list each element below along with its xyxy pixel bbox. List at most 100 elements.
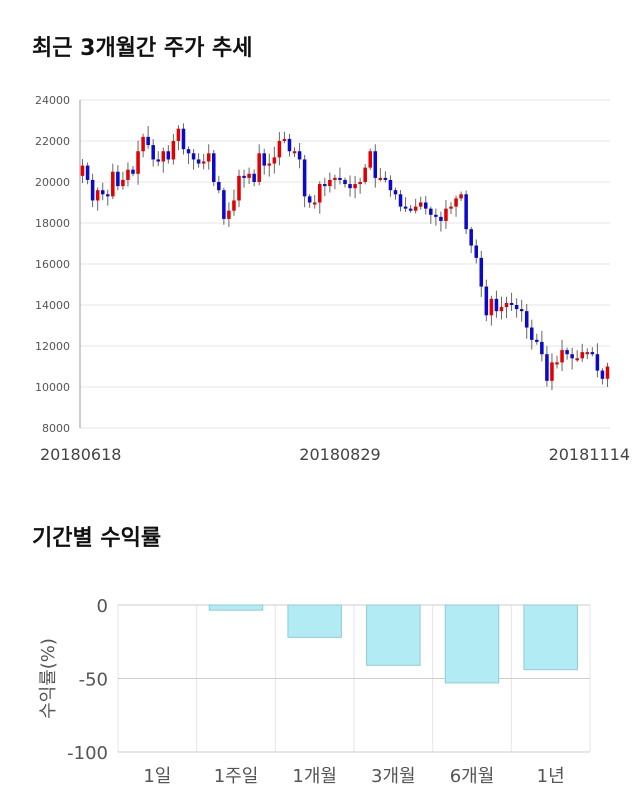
candle-body [141,136,145,152]
candle-body [126,169,130,180]
candle-body [267,163,272,166]
y-tick-label: 12000 [35,340,70,353]
candle-body [116,171,120,187]
candle-body [363,167,367,182]
candle-body [484,286,489,316]
bar [208,604,264,611]
candle-body [328,179,332,187]
candle-body [272,157,277,164]
candle-body [550,362,554,381]
candle-body [499,307,504,312]
candle-body [413,206,418,211]
candle-body [95,190,100,201]
candle-body [85,165,90,180]
candle-body [227,210,231,219]
x-tick-label: 20180618 [40,445,121,464]
candle-body [509,302,514,305]
y-tick-label: 0 [97,596,108,617]
candle-body [156,159,161,162]
x-tick-label: 20181114 [549,445,630,464]
candle-body [600,370,605,379]
bar [287,604,342,638]
candle-body [474,245,479,258]
y-tick-label: 22000 [35,135,70,148]
y-axis-label: 수익률(%) [38,638,59,719]
candle-body [151,145,155,160]
candle-body [333,177,337,180]
candle-body [464,194,468,230]
x-tick-label: 3개월 [371,766,416,787]
candle-body [287,138,292,152]
candle-body [222,190,226,219]
candle-body [449,206,453,209]
candle-body [111,171,115,197]
candle-body [383,177,388,180]
bar [523,604,578,671]
candle-body [257,153,261,182]
candle-body [540,341,544,355]
bar [366,604,421,666]
candle-body [338,177,342,180]
candlestick-chart: 24000 22000 20000 18000 16000 14000 12000 10000… [35,94,630,464]
candle-body [191,153,196,160]
candle-body [171,141,176,160]
candle-body [252,173,256,182]
candle-body [196,159,201,164]
candle-body [80,165,85,176]
candle-body [186,149,191,154]
candle-body [307,196,312,203]
x-tick-label: 1년 [537,766,565,787]
candle-body [317,184,322,203]
candle-body [514,305,519,310]
candle-body [302,159,307,197]
candle-body [469,229,473,246]
y-tick-label: 8000 [42,422,70,435]
candle-body [423,202,428,209]
candle-body [105,194,110,197]
candle-body [121,179,125,187]
candle-body [136,151,140,174]
candle-body [444,208,448,221]
y-tick-label: 16000 [35,258,70,271]
candle-body [524,311,529,328]
candle-body [595,354,600,371]
candle-body [131,169,135,174]
candle-body [292,151,297,154]
candle-body [590,352,595,355]
candle-body [282,138,287,141]
candle-body [312,202,317,205]
candle-body [166,151,171,160]
candle-body [418,202,423,207]
x-tick-label: 1주일 [214,766,259,787]
candle-body [565,350,569,355]
y-tick-label: 24000 [35,94,70,107]
candle-body [368,151,373,168]
y-tick-label: 10000 [35,381,70,394]
candle-body [504,302,509,308]
candle-body [393,190,398,195]
candle-body [529,327,534,340]
candle-body [429,208,433,215]
x-tick-label: 6개월 [450,766,495,787]
x-tick-label: 1개월 [292,766,337,787]
candle-body [146,136,150,146]
candle-body [605,366,610,379]
candle-body [343,179,347,185]
candle-body [176,128,181,141]
candle-body [388,179,393,191]
candle-body [201,161,206,164]
candle-body [217,182,221,191]
candle-body [353,184,357,189]
candle-body [247,173,251,178]
candle-body [161,151,166,162]
candle-body [489,298,494,316]
period-returns-title: 기간별 수익률 [32,526,162,551]
candle-body [242,175,246,178]
candle-body [479,257,484,287]
y-tick-label: -50 [79,670,108,691]
candle-body [373,151,378,178]
candle-body [403,206,408,209]
candle-body [570,354,574,359]
candle-body [575,358,579,361]
candle-body [519,309,524,312]
